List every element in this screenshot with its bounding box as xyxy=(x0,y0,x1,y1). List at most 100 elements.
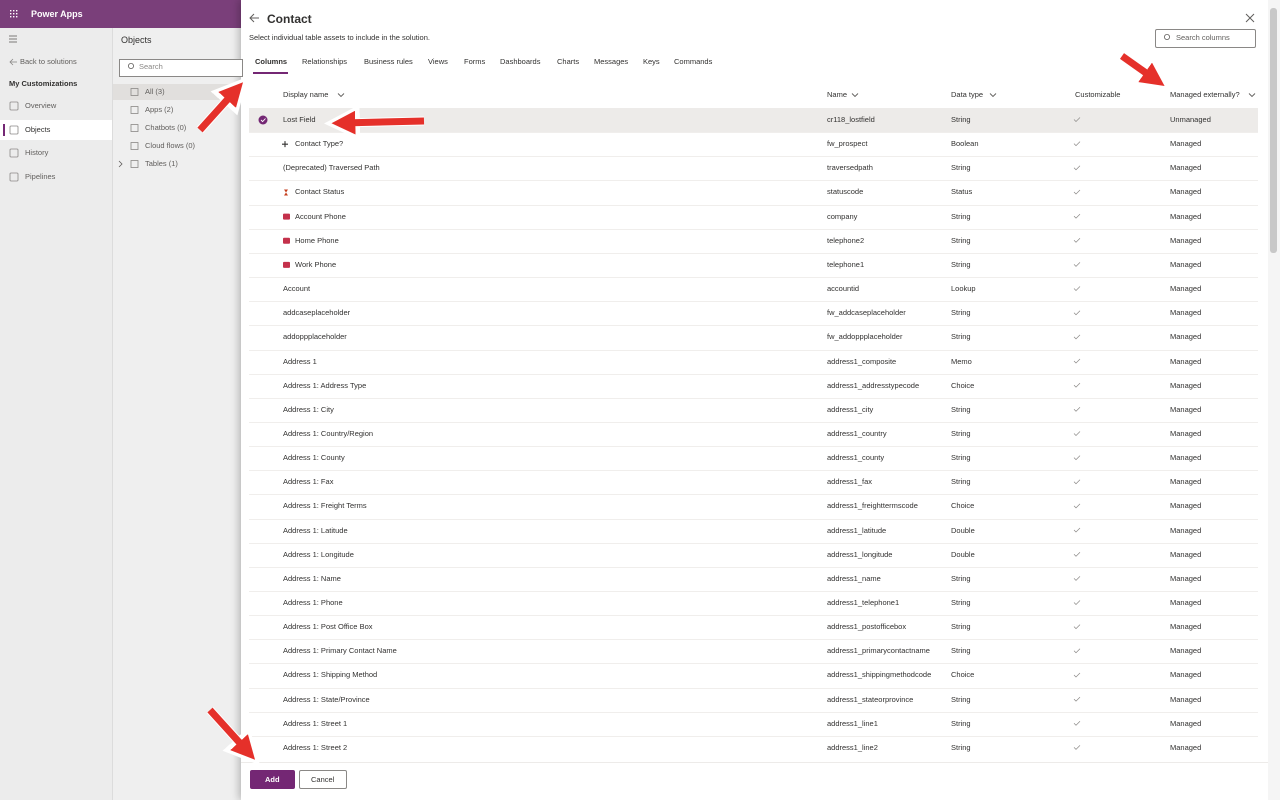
primary-button-label[interactable]: Add xyxy=(265,775,280,784)
managed-status: Managed xyxy=(1170,694,1202,704)
dialog xyxy=(241,0,1268,800)
back-link[interactable]: Back to solutions xyxy=(20,57,77,66)
tab[interactable]: Charts xyxy=(557,57,580,66)
tab[interactable]: Relationships xyxy=(302,57,348,66)
tab[interactable]: Views xyxy=(428,57,448,66)
customizable-check xyxy=(1073,334,1081,340)
managed-status: Managed xyxy=(1170,259,1202,269)
data-type: String xyxy=(951,115,971,124)
display-name: Account Phone xyxy=(295,211,346,221)
tab[interactable]: Forms xyxy=(464,57,486,66)
tab[interactable]: Keys xyxy=(643,57,660,66)
column-search[interactable] xyxy=(1155,29,1256,48)
display-name: Address 1: Street 2 xyxy=(283,742,348,752)
row-check xyxy=(258,115,268,125)
tab[interactable]: Business rules xyxy=(364,57,413,66)
display-name: addoppplaceholder xyxy=(283,332,347,342)
object-item[interactable]: Apps (2) xyxy=(145,105,174,114)
search-icon xyxy=(1164,34,1171,41)
display-name: (Deprecated) Traversed Path xyxy=(283,163,380,173)
object-item[interactable]: All (3) xyxy=(145,87,165,96)
waffle-dot xyxy=(10,10,12,12)
data-type: String xyxy=(951,694,971,704)
row-divider xyxy=(249,180,1258,182)
data-type: String xyxy=(951,308,971,318)
display-name: Account xyxy=(283,284,311,294)
column-header[interactable]: Display name xyxy=(283,90,329,99)
column-name: fw_addoppplaceholder xyxy=(827,332,903,342)
column-name: address1_fax xyxy=(827,477,873,487)
nav-item[interactable]: History xyxy=(25,148,49,157)
customizable-check xyxy=(1073,117,1081,122)
display-name: Address 1: Fax xyxy=(283,477,334,487)
row-divider xyxy=(249,470,1258,472)
objects-title: Objects xyxy=(121,35,152,45)
secondary-button[interactable] xyxy=(299,770,347,789)
column-header[interactable]: Managed externally? xyxy=(1170,90,1240,99)
customizable-check xyxy=(1073,382,1081,388)
data-type: String xyxy=(951,404,971,414)
data-type: String xyxy=(951,211,971,221)
column-header[interactable]: Customizable xyxy=(1075,90,1121,99)
nav-item[interactable]: Pipelines xyxy=(25,172,56,181)
display-name: Address 1: Latitude xyxy=(283,525,348,535)
row-icon xyxy=(283,213,290,220)
object-item[interactable]: Chatbots (0) xyxy=(145,123,187,132)
chevron-icon xyxy=(337,93,345,98)
managed-status: Managed xyxy=(1170,404,1202,414)
chevron-icon xyxy=(989,93,997,98)
tab[interactable]: Dashboards xyxy=(500,57,541,66)
row-icon xyxy=(282,141,288,148)
objects-search[interactable] xyxy=(119,59,243,77)
chevron-icon xyxy=(851,93,859,98)
display-name: addcaseplaceholder xyxy=(283,308,351,318)
managed-status: Managed xyxy=(1170,477,1202,487)
managed-status: Managed xyxy=(1170,453,1202,463)
display-name: Address 1: Post Office Box xyxy=(283,622,373,632)
nav-item[interactable]: Overview xyxy=(25,101,57,110)
app-title: Power Apps xyxy=(31,9,83,19)
nav-item[interactable]: Objects xyxy=(25,125,51,134)
column-name: address1_freighttermscode xyxy=(827,501,918,511)
customizable-check xyxy=(1073,213,1081,219)
column-name: address1_primarycontactname xyxy=(827,646,930,656)
back-arrow xyxy=(249,13,255,23)
tab[interactable]: Columns xyxy=(255,57,288,66)
object-item[interactable]: Tables (1) xyxy=(145,159,178,168)
display-name: Address 1: Phone xyxy=(283,598,343,607)
object-icon xyxy=(130,106,139,114)
data-type: String xyxy=(951,477,971,487)
customizable-check xyxy=(1073,576,1081,581)
row-divider xyxy=(249,349,1258,351)
objects-search-placeholder: Search xyxy=(139,62,163,71)
row-divider xyxy=(249,421,1258,423)
customizable-check xyxy=(1073,624,1081,630)
column-name: fw_prospect xyxy=(827,139,868,149)
tab[interactable]: Commands xyxy=(674,57,713,66)
waffle-dot xyxy=(13,10,15,12)
managed-status: Managed xyxy=(1170,356,1202,366)
data-type: String xyxy=(951,235,971,245)
customizable-check xyxy=(1073,141,1081,147)
managed-status: Managed xyxy=(1170,332,1202,342)
secondary-button-label[interactable]: Cancel xyxy=(311,775,335,784)
object-item[interactable]: Cloud flows (0) xyxy=(145,141,196,150)
column-name: address1_country xyxy=(827,428,887,438)
column-header[interactable]: Data type xyxy=(951,90,984,99)
row-divider xyxy=(249,252,1258,254)
column-name: fw_addcaseplaceholder xyxy=(827,308,906,318)
nav-indicator xyxy=(3,124,5,136)
row-divider xyxy=(249,639,1258,641)
column-name: address1_stateorprovince xyxy=(827,694,914,704)
row-icon xyxy=(284,189,288,196)
tab[interactable]: Messages xyxy=(594,57,629,66)
data-type: String xyxy=(951,428,971,438)
data-type: String xyxy=(951,742,971,752)
primary-button[interactable] xyxy=(250,770,295,789)
column-header[interactable]: Name xyxy=(827,90,848,99)
data-type: String xyxy=(951,332,971,342)
display-name: Address 1: County xyxy=(283,453,345,463)
data-type: Double xyxy=(951,549,975,559)
